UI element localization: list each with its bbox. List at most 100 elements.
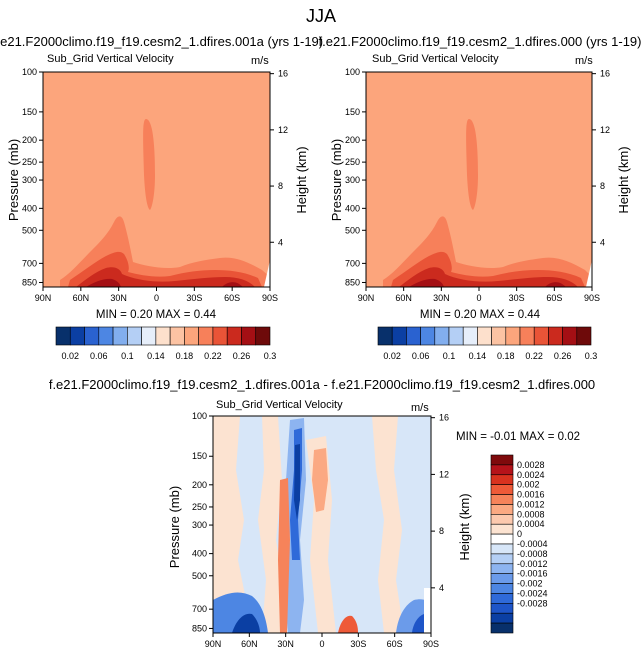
colorbar-label: 0.18 <box>176 351 194 361</box>
y-tick-label: 250 <box>192 502 207 512</box>
x-tick-label: 90S <box>262 293 278 303</box>
panel-a-upper-plume <box>143 119 155 210</box>
colorbar-swatch <box>434 326 450 346</box>
colorbar-swatch <box>448 326 464 346</box>
panel-a-level-3 <box>76 267 255 287</box>
panel-b-title: f.e21.F2000climo.f19_f19.cesm2_1.dfires.… <box>318 34 641 49</box>
panel-a-title: f.e21.F2000climo.f19_f19.cesm2_1.dfires.… <box>0 34 323 49</box>
y-tick-label: 250 <box>22 157 37 167</box>
colorbar-label: 0.0016 <box>517 490 545 500</box>
colorbar-swatch <box>490 553 514 565</box>
y-tick-label: 200 <box>192 480 207 490</box>
panel-c-title: f.e21.F2000climo.f19_f19.cesm2_1.dfires.… <box>49 377 595 392</box>
x-tick-label: 60S <box>387 639 403 649</box>
y-tick-label: 250 <box>345 157 360 167</box>
panel-a-missing <box>264 260 270 287</box>
panel-b-level-4 <box>409 278 566 287</box>
panel-a-stats: MIN = 0.20 MAX = 0.44 <box>96 309 217 321</box>
y2-tick-label: 8 <box>600 181 605 191</box>
colorbar-swatch <box>490 514 514 525</box>
colorbar-swatch <box>562 326 578 346</box>
colorbar-swatch <box>490 612 514 624</box>
panel-a-units: m/s <box>251 55 269 67</box>
y-tick-label: 100 <box>192 411 207 421</box>
x-tick-label: 0 <box>319 639 324 649</box>
panel-c-units: m/s <box>411 402 429 414</box>
panel-b-field <box>366 72 592 287</box>
panel-b-missing <box>586 260 592 287</box>
y-tick-label: 500 <box>22 225 37 235</box>
colorbar-swatch <box>490 474 514 485</box>
colorbar-label: 0.0008 <box>517 509 545 519</box>
panel-c-missing <box>424 588 431 633</box>
colorbar-swatch <box>491 326 507 346</box>
colorbar-label: -0.0028 <box>517 598 548 608</box>
x-tick-label: 90N <box>35 293 52 303</box>
colorbar-swatch <box>127 326 142 346</box>
panel-c-ylabel: Pressure (mb) <box>167 486 182 568</box>
colorbar-label: -0.0008 <box>517 549 548 559</box>
colorbar-swatch <box>184 326 199 346</box>
colorbar-swatch <box>112 326 128 346</box>
panel-c-pos-band-left <box>213 416 246 633</box>
y2-tick-label: 16 <box>278 69 288 79</box>
panel-b-subtitle: Sub_Grid Vertical Velocity <box>372 53 499 65</box>
panel-b-ylabel: Pressure (mb) <box>329 139 344 221</box>
x-tick-label: 90N <box>358 293 375 303</box>
colorbar-swatch <box>198 326 214 346</box>
y-tick-label: 150 <box>22 107 37 117</box>
colorbar-label: 0.3 <box>264 351 277 361</box>
colorbar-label: 0.0004 <box>517 519 545 529</box>
colorbar-swatch <box>98 326 114 346</box>
panel-a: f.e21.F2000climo.f19_f19.cesm2_1.dfires.… <box>0 34 323 361</box>
panel-c-field <box>213 416 431 633</box>
panel-b-upper-plume <box>466 119 478 210</box>
y2-tick-label: 12 <box>278 125 288 135</box>
y-tick-label: 500 <box>192 571 207 581</box>
page-title: JJA <box>306 6 336 26</box>
panel-a-subtitle: Sub_Grid Vertical Velocity <box>47 53 174 65</box>
y2-tick-label: 12 <box>600 125 610 135</box>
colorbar-label: 0.26 <box>233 351 251 361</box>
colorbar-swatch <box>490 583 514 594</box>
colorbar-swatch <box>490 573 514 584</box>
colorbar-label: 0.14 <box>147 351 165 361</box>
y-tick-label: 300 <box>345 175 360 185</box>
panel-b-units: m/s <box>575 55 593 67</box>
colorbar-swatch <box>533 326 549 346</box>
y-tick-label: 700 <box>22 258 37 268</box>
colorbar-label: 0.06 <box>412 351 430 361</box>
y2-tick-label: 8 <box>278 181 283 191</box>
colorbar-swatch <box>241 326 257 346</box>
panel-b-y2label: Height (km) <box>616 146 631 213</box>
colorbar-label: 0.0024 <box>517 470 545 480</box>
colorbar-label: -0.0016 <box>517 569 548 579</box>
colorbar-label: 0.3 <box>585 351 598 361</box>
y-tick-label: 300 <box>22 175 37 185</box>
colorbar-label: 0.1 <box>443 351 456 361</box>
colorbar-swatch <box>420 326 436 346</box>
colorbar-swatch <box>406 326 421 346</box>
colorbar-swatch <box>84 326 100 346</box>
colorbar-swatch <box>490 523 514 535</box>
colorbar-label: -0.0004 <box>517 539 548 549</box>
y-tick-label: 200 <box>345 135 360 145</box>
panel-a-ylabel: Pressure (mb) <box>6 139 21 221</box>
colorbar-label: 0.26 <box>554 351 572 361</box>
panel-c-pos-core-30n <box>278 478 290 633</box>
colorbar-swatch <box>490 454 514 466</box>
panel-c-subtitle: Sub_Grid Vertical Velocity <box>216 399 343 411</box>
colorbar-label: 0.02 <box>383 351 401 361</box>
colorbar-swatch <box>212 326 228 346</box>
x-tick-label: 30S <box>350 639 366 649</box>
colorbar-swatch <box>490 464 514 476</box>
panel-a-field <box>43 72 270 287</box>
y-tick-label: 850 <box>22 277 37 287</box>
colorbar-swatch <box>69 326 85 346</box>
colorbar-swatch <box>141 326 157 346</box>
y-tick-label: 200 <box>22 135 37 145</box>
colorbar-swatch <box>55 326 71 346</box>
colorbar-label: 0.0028 <box>517 460 545 470</box>
colorbar-swatch <box>490 622 514 634</box>
panel-b-stats: MIN = 0.20 MAX = 0.44 <box>420 309 541 321</box>
